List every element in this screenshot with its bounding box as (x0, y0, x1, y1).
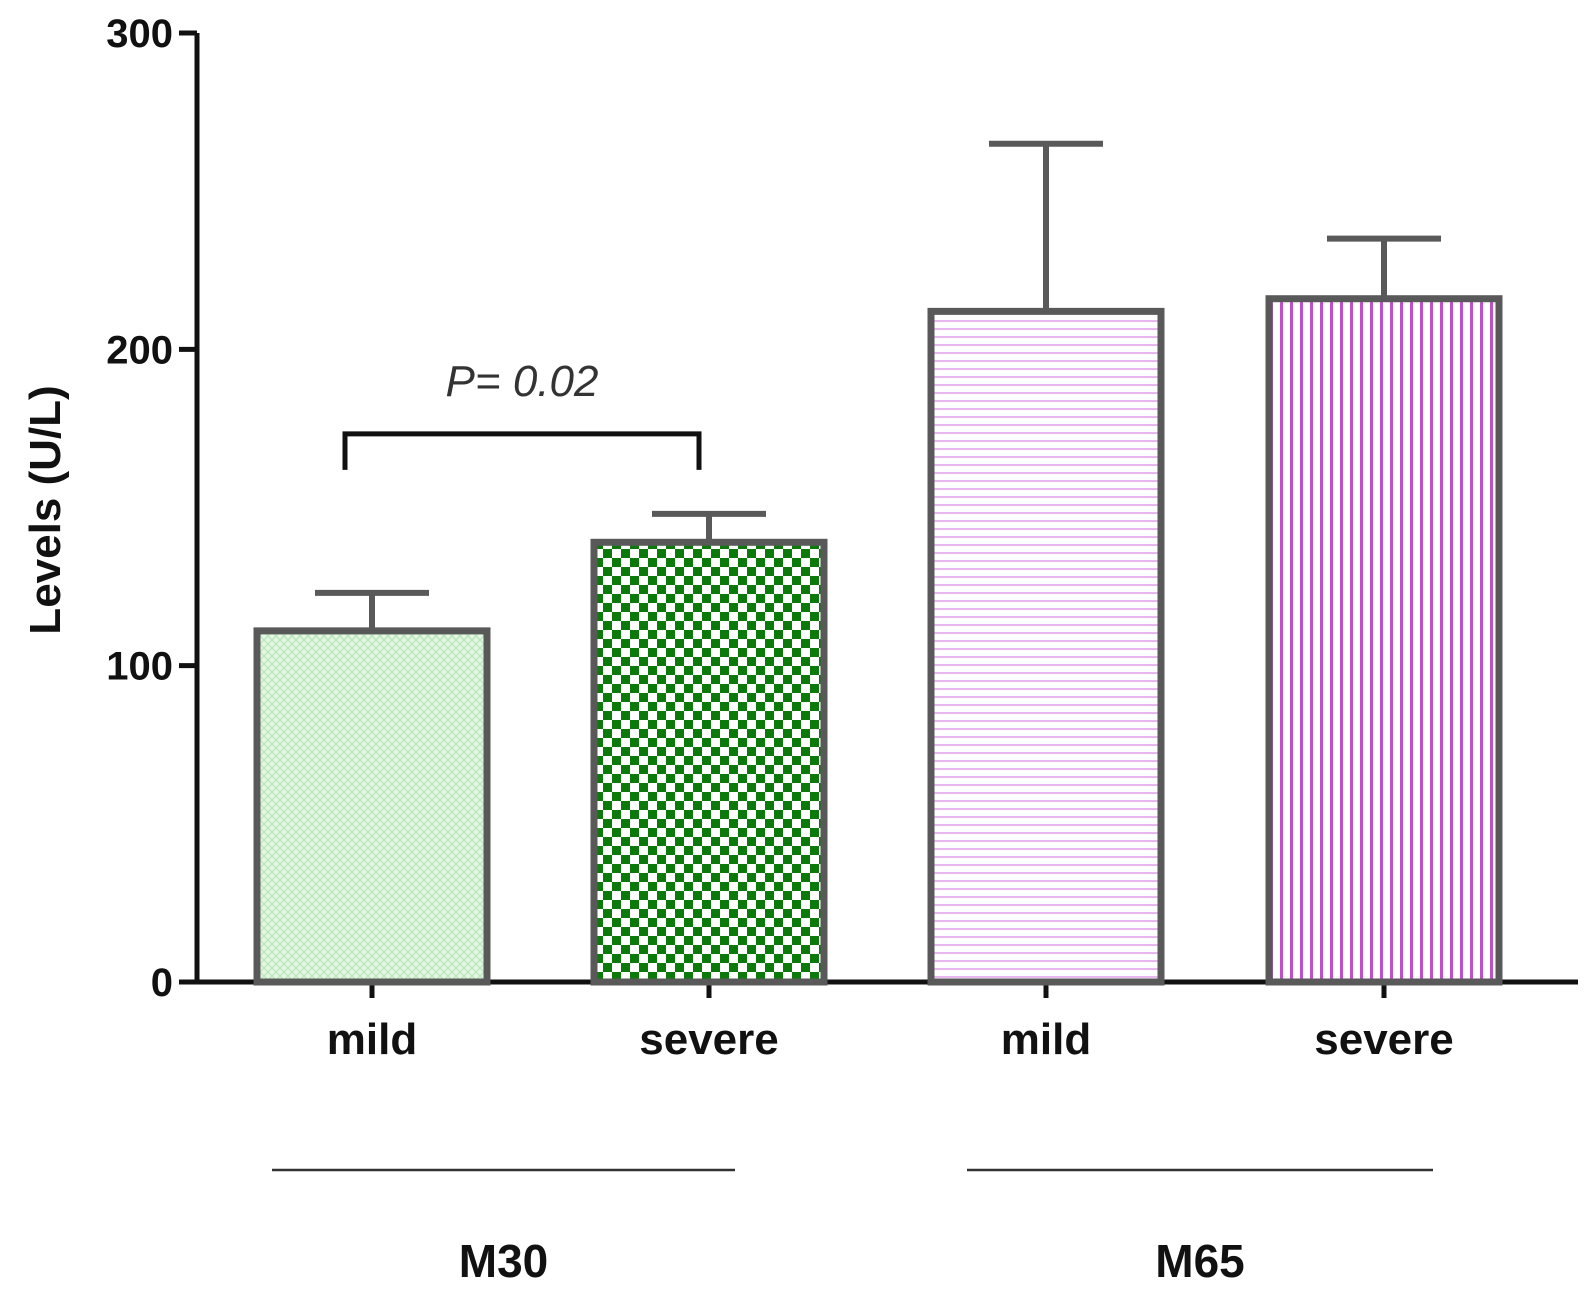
bars (253, 295, 1503, 986)
p-value-label: P= 0.02 (446, 357, 599, 406)
significance-bracket (342, 431, 702, 470)
bar-m65-mild (927, 307, 1165, 986)
error-bars (315, 140, 1441, 631)
bar-m30-mild (253, 627, 491, 986)
y-tick-label-300: 300 (106, 12, 173, 56)
bar-m30-severe (590, 538, 828, 986)
bar-m65-severe (1265, 295, 1503, 986)
category-label-m65-severe: severe (1314, 1015, 1453, 1064)
category-label-m30-mild: mild (327, 1015, 417, 1064)
group-label-m30: M30 (459, 1235, 548, 1287)
category-label-m65-mild: mild (1001, 1015, 1091, 1064)
significance-annotation: P= 0.02 (342, 357, 702, 470)
category-label-m30-severe: severe (639, 1015, 778, 1064)
y-tick-label-100: 100 (106, 645, 173, 689)
category-labels: mild severe mild severe (327, 1015, 1454, 1064)
y-tick-label-200: 200 (106, 328, 173, 372)
group-lines: M30 M65 (272, 1168, 1433, 1287)
y-ticks: 0 100 200 300 (106, 12, 197, 1005)
y-tick-label-0: 0 (151, 961, 173, 1005)
y-axis-label: Levels (U/L) (21, 385, 70, 634)
group-label-m65: M65 (1155, 1235, 1244, 1287)
